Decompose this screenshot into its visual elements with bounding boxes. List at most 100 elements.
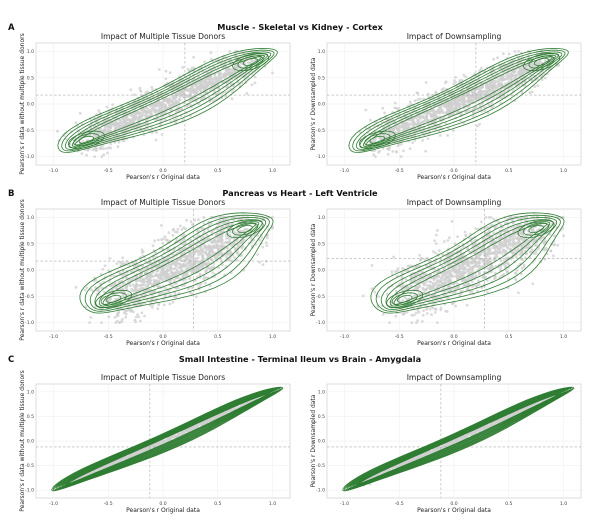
data-point [119,125,123,128]
data-point [203,230,206,233]
data-point [171,233,175,237]
y-tick-label: 0.5 [318,75,325,81]
data-point [176,227,180,231]
data-point [408,122,411,126]
data-point [377,151,380,154]
data-point [413,121,417,125]
data-point [421,139,424,142]
data-point [204,281,207,285]
data-point [553,234,556,238]
x-tick-label: 1.0 [560,168,567,174]
data-point [408,147,412,151]
data-point [253,75,257,79]
data-point [120,261,123,265]
data-point [223,71,227,75]
data-point [98,146,102,150]
panel-title: Impact of Downsampling [407,32,502,41]
data-point [151,244,155,248]
data-point [199,272,202,276]
data-point [391,150,395,153]
data-point [166,265,170,269]
data-point [174,101,178,104]
data-point [206,245,210,249]
data-point [408,100,412,104]
data-point [556,243,560,247]
data-point [402,149,405,153]
data-point [396,144,400,148]
data-point [437,111,441,114]
x-tick-label: 1.0 [269,334,276,340]
data-point [88,321,91,324]
data-point [56,129,59,133]
data-point [107,146,111,150]
data-point [121,256,125,260]
data-point [393,106,397,110]
x-axis-label: Pearson's r Original data [417,174,491,181]
data-point [203,244,207,248]
data-point [124,312,128,316]
y-tick-label: 0.5 [27,241,34,247]
data-point [421,120,424,124]
data-point [104,128,107,132]
data-point [102,147,105,151]
data-point [151,306,154,309]
data-point [186,88,189,91]
data-point [122,118,125,121]
data-point [108,257,112,260]
data-point [533,85,537,88]
data-point [435,109,438,113]
data-point [121,317,124,321]
data-point [143,314,147,318]
y-tick-label: -1.0 [316,154,325,160]
data-point [459,96,462,100]
data-point [497,82,501,86]
data-point [434,114,437,117]
data-point [271,71,274,75]
data-point [253,81,257,85]
data-point [188,276,192,280]
data-point [144,91,148,94]
data-point [250,83,254,87]
data-point [170,262,174,266]
y-tick-label: -0.5 [25,128,34,134]
data-point [215,80,218,84]
data-point [190,255,194,259]
data-point [171,300,175,304]
data-point [124,121,128,125]
data-point [111,103,114,106]
data-point [129,114,133,117]
data-point [416,98,420,101]
data-point [414,311,418,315]
data-point [112,124,116,127]
data-point [125,309,128,313]
data-point [199,246,202,250]
data-point [461,103,464,106]
data-point [457,103,460,106]
data-point [208,267,212,271]
data-point [160,238,163,242]
data-point [174,230,177,234]
data-point [93,155,96,159]
data-point [213,245,217,249]
data-point [203,91,207,95]
data-point [107,315,111,319]
data-point [209,258,213,261]
data-point [162,268,166,272]
data-point [160,133,164,136]
data-point [149,273,153,276]
data-point [159,274,163,278]
data-point [501,52,505,56]
data-point [180,269,184,273]
data-point [407,126,410,130]
data-point [190,286,194,290]
data-point [528,91,532,95]
data-point [78,111,82,115]
data-point [212,239,216,243]
data-point [105,105,109,109]
y-axis-label: Pearson's r Downsampled data [310,57,317,150]
data-point [174,114,178,117]
x-tick-label: -1.0 [49,334,58,340]
data-point [212,99,215,103]
data-point [80,152,84,156]
data-point [74,121,78,125]
